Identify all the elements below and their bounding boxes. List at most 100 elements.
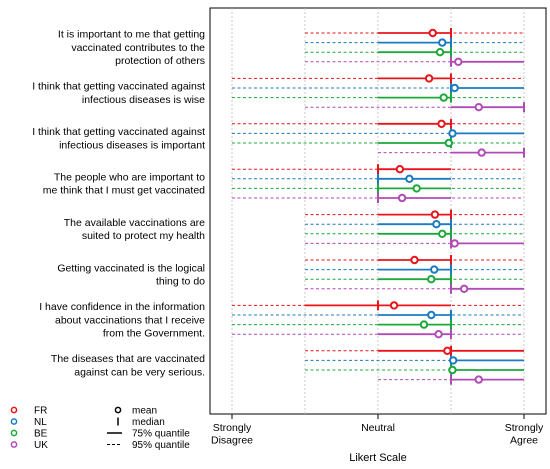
legend-series-label: UK <box>34 440 48 451</box>
question-label: infectious diseases is important <box>59 139 205 151</box>
question-label: I think that getting vaccinated against <box>32 81 205 93</box>
question-label: infectious diseases is wise <box>82 94 205 106</box>
interval-fr <box>232 300 524 311</box>
interval-nl <box>305 355 524 366</box>
interval-be <box>232 183 524 194</box>
x-tick-label: Agree <box>510 435 538 447</box>
mean-marker <box>427 275 436 284</box>
interval-fr <box>232 118 524 129</box>
question-label: vaccinated contributes to the <box>71 42 205 54</box>
x-tick-label: Neutral <box>361 422 395 434</box>
legend-series-marker <box>10 429 18 437</box>
question-label: I think that getting vaccinated against <box>32 126 205 138</box>
x-tick-label: Disagree <box>211 435 253 447</box>
mean-marker <box>435 48 445 57</box>
legend-symbol-label: 95% quantile <box>132 440 190 451</box>
question-label: Getting vaccinated is the logical <box>57 262 205 274</box>
legend-series-label: NL <box>34 417 47 428</box>
interval-be <box>232 138 524 148</box>
mean-marker <box>434 330 443 339</box>
question-label: I have confidence in the information <box>39 301 205 313</box>
interval-uk <box>305 56 524 67</box>
legend-symbol-label: median <box>132 417 165 428</box>
mean-marker <box>477 148 486 157</box>
mean-marker <box>419 320 429 329</box>
mean-marker <box>438 229 447 239</box>
question-labels: It is important to me that gettingvaccin… <box>32 29 205 379</box>
mean-marker <box>389 301 399 310</box>
interval-be <box>305 47 524 58</box>
mean-marker <box>405 174 414 184</box>
interval-fr <box>232 73 524 84</box>
interval-be <box>305 274 524 285</box>
x-tick-label: Strongly <box>505 422 544 434</box>
mean-marker <box>427 310 436 320</box>
legend-mean-symbol <box>114 406 122 414</box>
legend-series-label: FR <box>34 406 47 417</box>
interval-fr <box>232 164 524 175</box>
interval-uk <box>232 193 524 203</box>
interval-nl <box>232 128 524 139</box>
question-label: me think that I must get vaccinated <box>43 185 205 197</box>
interval-uk <box>305 283 524 294</box>
legend-series-label: BE <box>34 429 48 440</box>
mean-marker <box>437 119 446 129</box>
mean-marker <box>454 57 463 66</box>
question-label: suited to protect my health <box>82 230 205 242</box>
x-tick-label: Strongly <box>213 422 252 434</box>
interval-uk <box>305 238 524 249</box>
interval-fr <box>305 209 524 220</box>
question-label: about vaccinations that I receive <box>55 314 205 326</box>
interval-fr <box>305 28 524 38</box>
interval-be <box>232 319 524 330</box>
mean-marker <box>450 239 459 248</box>
interval-fr <box>305 255 524 265</box>
mean-marker <box>432 220 441 229</box>
mean-marker <box>474 375 483 384</box>
legend-series-marker <box>10 418 18 425</box>
mean-marker <box>443 346 452 355</box>
interval-be <box>305 365 524 375</box>
legend-series-marker <box>10 406 18 414</box>
mean-marker <box>474 103 483 112</box>
interval-uk <box>305 102 525 113</box>
mean-marker <box>438 38 447 47</box>
legend-symbol-label: mean <box>132 406 157 417</box>
x-axis-title: Likert Scale <box>349 452 406 464</box>
mean-marker <box>395 165 405 174</box>
mean-marker <box>439 93 448 102</box>
mean-marker <box>410 255 419 265</box>
interval-nl <box>232 83 524 93</box>
interval-nl <box>232 173 524 184</box>
interval-nl <box>305 37 524 48</box>
mean-marker <box>448 129 457 138</box>
mean-marker <box>448 365 457 375</box>
data-marks <box>232 28 525 385</box>
interval-nl <box>232 310 524 320</box>
question-label: It is important to me that getting <box>58 29 205 41</box>
question-label: protection of others <box>115 55 205 67</box>
question-label: from the Government. <box>103 328 205 340</box>
interval-uk <box>378 147 525 158</box>
mean-marker <box>444 138 454 148</box>
legend-series-marker <box>10 441 18 448</box>
interval-uk <box>378 374 524 385</box>
grid-lines <box>231 8 525 414</box>
legend-symbol-label: 75% quantile <box>132 429 190 440</box>
interval-be <box>305 228 524 239</box>
mean-marker <box>430 265 439 274</box>
question-label: The available vaccinations are <box>64 217 205 229</box>
mean-marker <box>412 184 421 193</box>
interval-uk <box>232 329 524 340</box>
question-label: thing to do <box>156 276 205 288</box>
mean-marker <box>397 193 407 203</box>
mean-marker <box>450 83 459 93</box>
question-label: The diseases that are vaccinated <box>51 353 205 365</box>
mean-marker <box>448 356 458 365</box>
interval-be <box>232 92 524 103</box>
interval-nl <box>305 264 524 275</box>
mean-marker <box>424 74 434 83</box>
